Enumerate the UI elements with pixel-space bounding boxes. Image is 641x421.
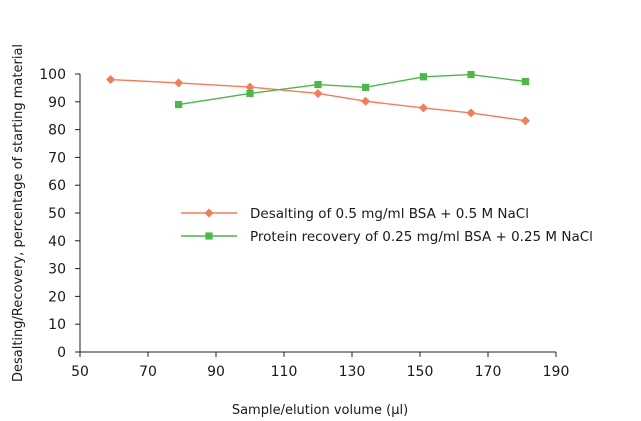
legend-entry: Desalting of 0.5 mg/ml BSA + 0.5 M NaCl xyxy=(181,206,529,222)
square-marker xyxy=(362,83,370,91)
x-tick-label: 190 xyxy=(543,364,570,380)
x-tick-label: 50 xyxy=(71,364,89,380)
y-tick-label: 40 xyxy=(48,234,66,250)
x-tick-label: 170 xyxy=(475,364,502,380)
diamond-marker xyxy=(204,208,214,218)
x-axis-ticks: 50 70 90 110 130 150 170 190 xyxy=(71,352,569,380)
y-tick-label: 80 xyxy=(48,123,66,139)
series-line xyxy=(110,78,526,122)
x-tick-label: 150 xyxy=(407,364,434,380)
series-line xyxy=(178,73,526,106)
diamond-marker xyxy=(361,96,371,106)
series-1 xyxy=(106,75,530,126)
x-tick-label: 70 xyxy=(139,364,157,380)
legend-label: Protein recovery of 0.25 mg/ml BSA + 0.2… xyxy=(250,229,593,245)
legend-entry: Protein recovery of 0.25 mg/ml BSA + 0.2… xyxy=(181,229,593,245)
diamond-marker xyxy=(245,82,255,92)
square-marker xyxy=(419,73,427,81)
square-marker xyxy=(521,77,529,86)
y-tick-label: 10 xyxy=(48,317,66,333)
y-axis-ticks: 0 10 20 30 40 50 60 70 80 90 100 xyxy=(39,67,80,361)
y-tick-label: 0 xyxy=(57,345,66,361)
diamond-marker xyxy=(466,108,476,118)
square-marker xyxy=(205,232,213,240)
y-axis-title: Desalting/Recovery, percentage of starti… xyxy=(11,44,26,382)
x-axis-title: Sample/elution volume (µl) xyxy=(232,403,408,418)
square-marker xyxy=(314,80,322,89)
y-tick-label: 100 xyxy=(39,67,66,83)
x-tick-label: 110 xyxy=(271,364,298,380)
square-marker xyxy=(246,89,254,98)
square-marker xyxy=(175,100,183,109)
y-tick-label: 50 xyxy=(48,206,66,222)
y-tick-label: 20 xyxy=(48,289,66,305)
diamond-marker xyxy=(174,78,184,88)
diamond-marker xyxy=(418,103,428,113)
diamond-marker xyxy=(106,75,116,85)
diamond-marker xyxy=(520,116,530,126)
y-tick-label: 60 xyxy=(48,178,66,194)
legend: Desalting of 0.5 mg/ml BSA + 0.5 M NaCl P… xyxy=(181,206,593,245)
series-2 xyxy=(175,70,529,109)
y-tick-label: 30 xyxy=(48,262,66,278)
y-tick-label: 90 xyxy=(48,95,66,111)
series-layer xyxy=(106,70,530,126)
diamond-marker xyxy=(313,88,323,98)
square-marker xyxy=(467,70,475,79)
x-tick-label: 90 xyxy=(207,364,225,380)
x-tick-label: 130 xyxy=(339,364,366,380)
legend-label: Desalting of 0.5 mg/ml BSA + 0.5 M NaCl xyxy=(250,206,529,222)
y-tick-label: 70 xyxy=(48,150,66,166)
